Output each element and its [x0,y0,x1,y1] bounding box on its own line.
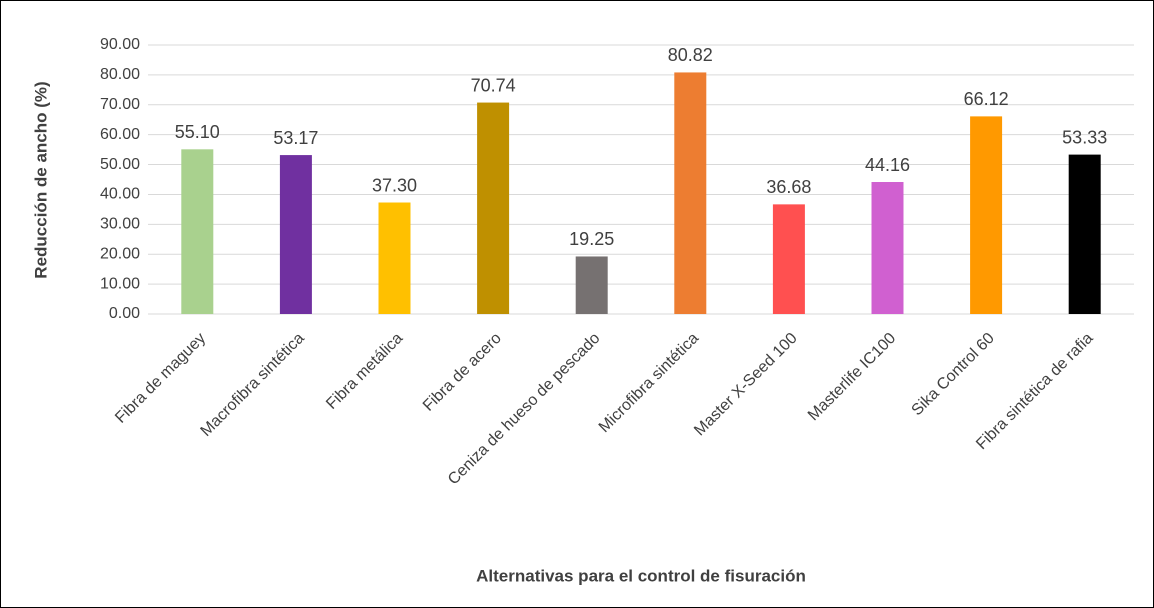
bar [477,102,510,314]
y-tick-label: 70.00 [100,96,140,113]
bar [871,182,904,314]
y-axis-title: Reducción de ancho (%) [31,81,50,278]
y-tick-label: 30.00 [100,216,140,233]
y-tick-label: 10.00 [100,275,140,292]
y-tick-label: 50.00 [100,156,140,173]
y-tick-label: 60.00 [100,126,140,143]
bar [279,155,312,314]
bar [575,256,608,314]
data-label: 44.16 [865,155,910,175]
y-tick-label: 90.00 [100,36,140,53]
bar [181,149,214,314]
data-label: 36.68 [766,177,811,197]
bar [674,72,707,314]
bar [1068,154,1101,314]
bar [772,204,805,314]
data-label: 55.10 [175,122,220,142]
y-tick-label: 0.00 [109,305,140,322]
x-axis-title: Alternativas para el control de fisuraci… [476,566,806,585]
data-label: 80.82 [668,45,713,65]
y-tick-label: 40.00 [100,186,140,203]
bar [378,202,411,314]
data-label: 37.30 [372,175,417,195]
data-label: 70.74 [471,75,516,95]
data-label: 53.17 [273,128,318,148]
y-tick-label: 20.00 [100,245,140,262]
data-label: 19.25 [569,229,614,249]
data-label: 53.33 [1062,127,1107,147]
data-label: 66.12 [964,89,1009,109]
bar [970,116,1003,314]
y-tick-label: 80.00 [100,66,140,83]
